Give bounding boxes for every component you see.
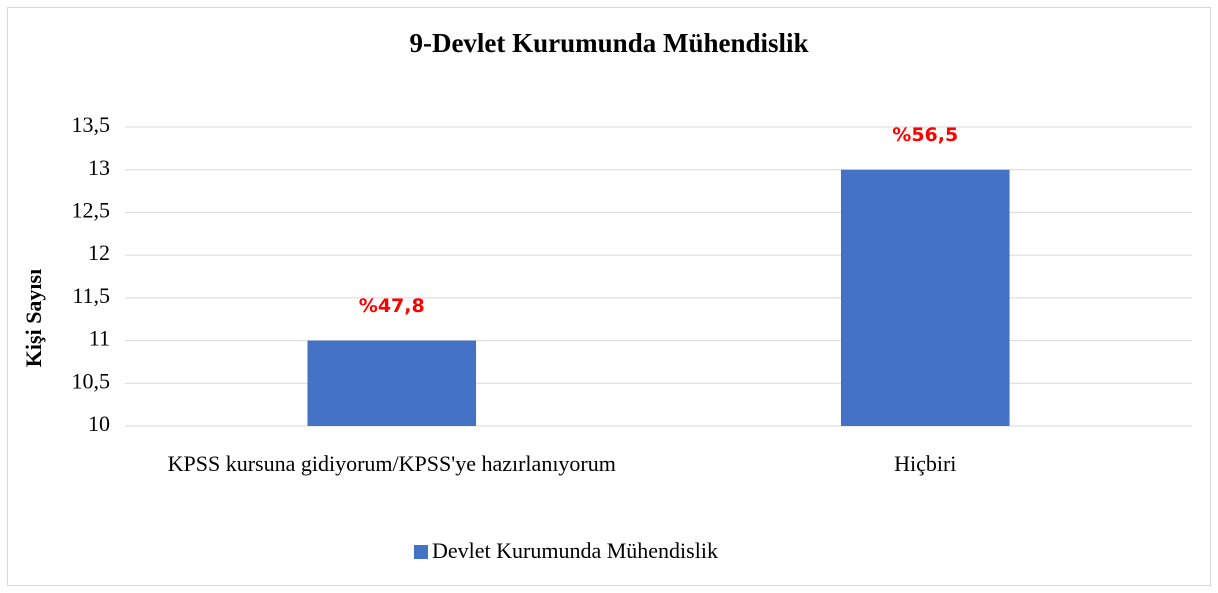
y-tick-label: 10 [88, 411, 110, 436]
annotation: %47,8 [359, 295, 425, 317]
bar [307, 340, 477, 426]
y-tick-label: 12,5 [72, 197, 111, 222]
y-tick-label: 11 [89, 326, 110, 351]
x-tick-label-box: KPSS kursuna gidiyorum/KPSS'ye hazırlanı… [167, 451, 616, 476]
x-tick-label-box: Hiçbiri [894, 451, 957, 476]
legend-swatch [414, 545, 428, 559]
annotation: %56,5 [892, 124, 958, 146]
y-tick-label: 13 [88, 155, 110, 180]
y-tick-label: 10,5 [72, 368, 111, 393]
y-tick-label: 11,5 [72, 283, 110, 308]
chart-border [7, 7, 1211, 586]
y-axis-label: Kişi Sayısı [21, 269, 46, 367]
y-tick-label: 12 [88, 240, 110, 265]
x-tick-label: KPSS kursuna gidiyorum/KPSS'ye hazırlanı… [167, 451, 616, 476]
x-tick-label: Hiçbiri [894, 451, 957, 476]
chart-title: 9-Devlet Kurumunda Mühendislik [409, 28, 808, 58]
bar [840, 169, 1010, 426]
legend-label: Devlet Kurumunda Mühendislik [432, 538, 718, 563]
y-tick-label: 13,5 [72, 112, 111, 137]
